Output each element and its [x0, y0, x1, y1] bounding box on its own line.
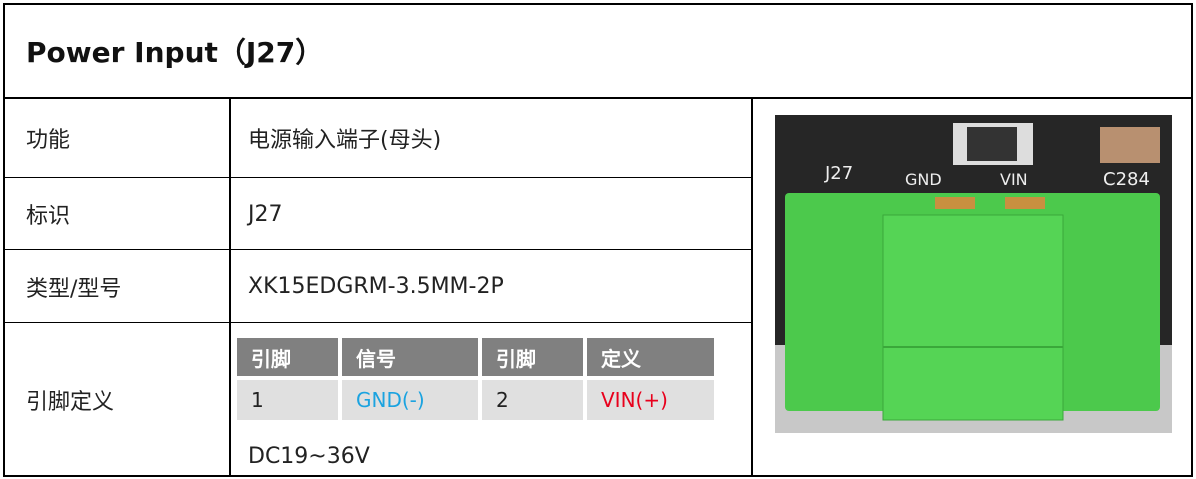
table-border	[3, 3, 1193, 477]
note: DC19~36V	[248, 443, 370, 469]
silkscreen: C284	[1103, 169, 1150, 190]
row-line	[3, 97, 1193, 99]
pin-cell: GND(-)	[342, 380, 478, 420]
pin-header: 信号	[342, 338, 478, 376]
row-value: XK15EDGRM-3.5MM-2P	[248, 274, 504, 299]
col-line	[751, 98, 753, 477]
row-value: J27	[248, 201, 283, 227]
row-label: 引脚定义	[26, 390, 115, 415]
silkscreen: GND	[905, 170, 942, 189]
pin-header: 引脚	[482, 338, 583, 376]
col-line	[229, 98, 231, 477]
screw	[1005, 197, 1045, 209]
row-line	[3, 177, 752, 178]
pin-header: 定义	[587, 338, 714, 376]
pin-cell: VIN(+)	[587, 380, 714, 420]
silkscreen: J27	[824, 163, 853, 184]
row-line	[3, 322, 752, 323]
screw	[935, 197, 975, 209]
component	[967, 127, 1017, 161]
pin-cell: 1	[237, 380, 338, 420]
row-line	[3, 249, 752, 250]
silkscreen: VIN	[1000, 170, 1028, 189]
title: Power Input（J27）	[26, 35, 324, 69]
component	[1100, 127, 1160, 163]
pin-cell: 2	[482, 380, 583, 420]
row-label: 标识	[26, 204, 71, 229]
row-label: 功能	[26, 128, 71, 153]
pin-header: 引脚	[237, 338, 338, 376]
connector-photo: J27 GND VIN C284	[775, 115, 1172, 433]
plug	[882, 214, 1064, 421]
row-value: 电源输入端子(母头)	[248, 128, 442, 153]
row-label: 类型/型号	[26, 276, 122, 302]
